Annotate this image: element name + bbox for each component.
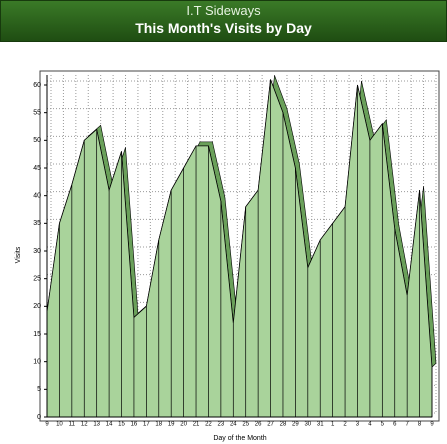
y-tick-label: 5 xyxy=(37,386,41,393)
y-axis-label: Visits xyxy=(15,246,22,263)
x-tick-label: 20 xyxy=(180,422,187,428)
x-tick-label: 30 xyxy=(304,422,311,428)
x-tick-label: 9 xyxy=(430,422,434,428)
x-tick-label: 27 xyxy=(267,422,274,428)
x-tick-label: 14 xyxy=(106,422,113,428)
x-tick-label: 13 xyxy=(93,422,100,428)
x-tick-label: 25 xyxy=(242,422,249,428)
y-tick-label: 55 xyxy=(33,110,41,117)
x-axis-label: Day of the Month xyxy=(213,435,266,442)
site-title: I.T Sideways xyxy=(186,3,261,18)
x-tick-label: 18 xyxy=(155,422,162,428)
x-tick-label: 6 xyxy=(393,422,397,428)
x-tick-label: 28 xyxy=(280,422,287,428)
x-tick-label: 10 xyxy=(56,422,63,428)
x-tick-label: 3 xyxy=(356,422,360,428)
x-tick-label: 26 xyxy=(255,422,262,428)
y-tick-label: 40 xyxy=(33,193,41,200)
x-tick-label: 1 xyxy=(331,422,335,428)
x-tick-label: 7 xyxy=(405,422,409,428)
y-tick-label: 0 xyxy=(37,414,41,421)
x-tick-label: 9 xyxy=(45,422,49,428)
y-tick-label: 25 xyxy=(33,276,41,283)
x-tick-label: 11 xyxy=(69,422,76,428)
y-tick-label: 45 xyxy=(33,165,41,172)
x-tick-label: 21 xyxy=(193,422,200,428)
y-tick-label: 60 xyxy=(33,82,41,89)
area xyxy=(46,79,433,418)
y-tick-label: 35 xyxy=(33,220,41,227)
x-tick-label: 2 xyxy=(343,422,347,428)
y-tick-label: 10 xyxy=(33,359,41,366)
x-tick-label: 4 xyxy=(368,422,372,428)
x-tick-label: 22 xyxy=(205,422,212,428)
y-tick-label: 20 xyxy=(33,303,41,310)
y-tick-label: 30 xyxy=(33,248,41,255)
x-tick-label: 24 xyxy=(230,422,237,428)
x-tick-label: 8 xyxy=(418,422,422,428)
x-tick-label: 29 xyxy=(292,422,299,428)
x-tick-label: 17 xyxy=(143,422,150,428)
header: I.T Sideways This Month's Visits by Day xyxy=(0,0,447,42)
x-tick-label: 23 xyxy=(218,422,225,428)
x-tick-label: 19 xyxy=(168,422,175,428)
x-tick-label: 31 xyxy=(317,422,324,428)
x-tick-label: 16 xyxy=(131,422,138,428)
x-tick-label: 12 xyxy=(81,422,88,428)
y-tick-label: 50 xyxy=(33,137,41,144)
x-tick-label: 5 xyxy=(381,422,385,428)
chart-title: This Month's Visits by Day xyxy=(135,20,312,36)
y-tick-label: 15 xyxy=(33,331,41,338)
x-tick-label: 15 xyxy=(118,422,125,428)
